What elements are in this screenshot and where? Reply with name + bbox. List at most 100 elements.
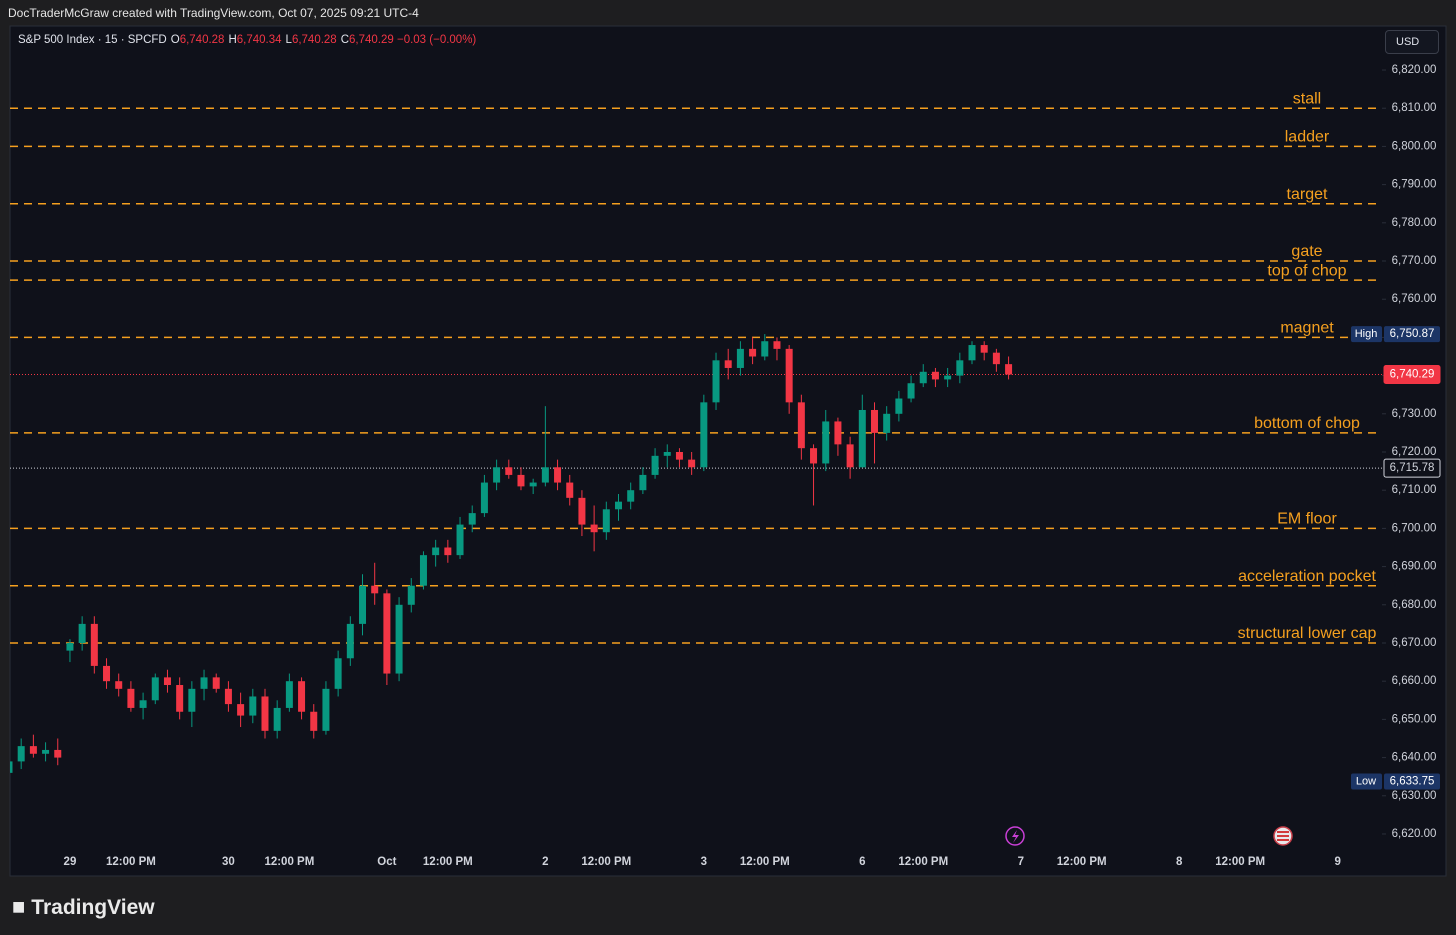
candle-body	[590, 524, 598, 533]
candle-body	[66, 642, 74, 651]
marker-name-box	[1351, 773, 1382, 790]
candle-body	[359, 585, 367, 624]
x-tick-label: 12:00 PM	[898, 856, 948, 868]
candle-body	[931, 371, 939, 380]
level-label: gate	[1291, 243, 1322, 260]
candle-body	[968, 345, 976, 361]
price-label-box	[1383, 364, 1441, 384]
candle-body	[834, 421, 842, 445]
candle-body	[115, 681, 123, 689]
x-tick-label: 12:00 PM	[423, 856, 473, 868]
marker-value: 6,633.75	[1390, 775, 1435, 787]
y-tick-label: 6,780.00	[1392, 217, 1437, 229]
candle-body	[956, 360, 964, 376]
ohlc-value: 6,740.28	[179, 34, 225, 46]
attribution: DocTraderMcGraw created with TradingView…	[8, 6, 419, 20]
y-tick-label: 6,670.00	[1392, 637, 1437, 649]
candle-body	[858, 409, 866, 468]
candle-body	[761, 341, 769, 357]
candle-body	[334, 658, 342, 689]
candle-body	[480, 482, 488, 514]
candle-body	[700, 402, 708, 468]
level-label: EM floor	[1277, 511, 1337, 528]
candle-body	[151, 677, 159, 701]
candle-body	[200, 677, 208, 689]
candle-body	[456, 524, 464, 556]
marker-name: High	[1355, 328, 1378, 340]
candle-body	[602, 509, 610, 533]
candle-body	[651, 455, 659, 475]
candle-body	[322, 688, 330, 731]
candle-body	[444, 547, 452, 556]
candle-body	[407, 585, 415, 605]
candle-body	[29, 746, 37, 754]
candle-body	[139, 700, 147, 708]
marker-name: Low	[1356, 775, 1376, 787]
candle-body	[163, 677, 171, 686]
y-tick-label: 6,620.00	[1392, 828, 1437, 840]
y-tick-label: 6,720.00	[1392, 446, 1437, 458]
candle-body	[554, 467, 562, 483]
y-tick-label: 6,760.00	[1392, 293, 1437, 305]
ohlc-key: O	[170, 34, 180, 46]
flag-stripe	[1277, 831, 1289, 833]
candle-body	[468, 513, 476, 525]
y-tick-label: 6,660.00	[1392, 675, 1437, 687]
change: −0.03 (−0.00%)	[396, 34, 477, 46]
symbol: S&P 500 Index · 15 · SPCFD	[18, 34, 167, 46]
y-tick-label: 6,820.00	[1392, 64, 1437, 76]
ohlc-value: 6,740.34	[236, 34, 282, 46]
level-label: magnet	[1280, 320, 1334, 337]
candle-body	[261, 696, 269, 731]
x-tick-label: 6	[859, 856, 865, 868]
x-tick-label: 3	[701, 856, 707, 868]
candle-body	[675, 452, 683, 460]
candle-body	[627, 490, 635, 502]
x-tick-label: 30	[222, 856, 235, 868]
ohlc-key: L	[285, 34, 292, 46]
y-tick-label: 6,700.00	[1392, 522, 1437, 534]
candle-body	[992, 352, 1000, 365]
candle-body	[907, 383, 915, 399]
ohlc-key: H	[228, 34, 237, 46]
currency-button[interactable]: USD	[1385, 30, 1439, 54]
candle-body	[127, 688, 135, 708]
y-tick-label: 6,810.00	[1392, 102, 1437, 114]
candle-body	[493, 467, 501, 483]
event-icon[interactable]	[1005, 826, 1025, 846]
level-label: structural lower cap	[1238, 625, 1377, 642]
candle-body	[663, 452, 671, 456]
candle-body	[639, 474, 647, 491]
candle-body	[432, 547, 440, 556]
candle-body	[78, 623, 86, 643]
candle-body	[310, 711, 318, 731]
candle-body	[578, 497, 586, 525]
x-tick-label: Oct	[377, 856, 396, 868]
y-tick-label: 6,650.00	[1392, 713, 1437, 725]
candle-body	[541, 467, 549, 483]
y-tick-label: 6,710.00	[1392, 484, 1437, 496]
candle-body	[944, 375, 952, 380]
candle-body	[273, 707, 281, 731]
symbol-legend: S&P 500 Index · 15 · SPCFD O6,740.28 H6,74…	[18, 34, 476, 46]
x-tick-label: 8	[1176, 856, 1183, 868]
candle-body	[773, 341, 781, 349]
marker-value-box	[1384, 773, 1440, 790]
level-label: stall	[1293, 90, 1321, 107]
level-label: top of chop	[1267, 262, 1346, 279]
candle-body	[419, 555, 427, 586]
plot-area: stall ladder target gate top of chop magnet bo…	[10, 90, 1382, 773]
flag-stripe	[1277, 835, 1289, 837]
candle-body	[10, 761, 13, 773]
candle-body	[736, 348, 744, 368]
candle-body	[17, 746, 25, 762]
candle-body	[176, 685, 184, 712]
x-tick-label: 12:00 PM	[264, 856, 314, 868]
x-tick-label: 12:00 PM	[740, 856, 790, 868]
candle-body	[90, 623, 98, 666]
candle-body	[883, 413, 891, 433]
candle-body	[237, 704, 245, 716]
y-tick-label: 6,800.00	[1392, 140, 1437, 152]
